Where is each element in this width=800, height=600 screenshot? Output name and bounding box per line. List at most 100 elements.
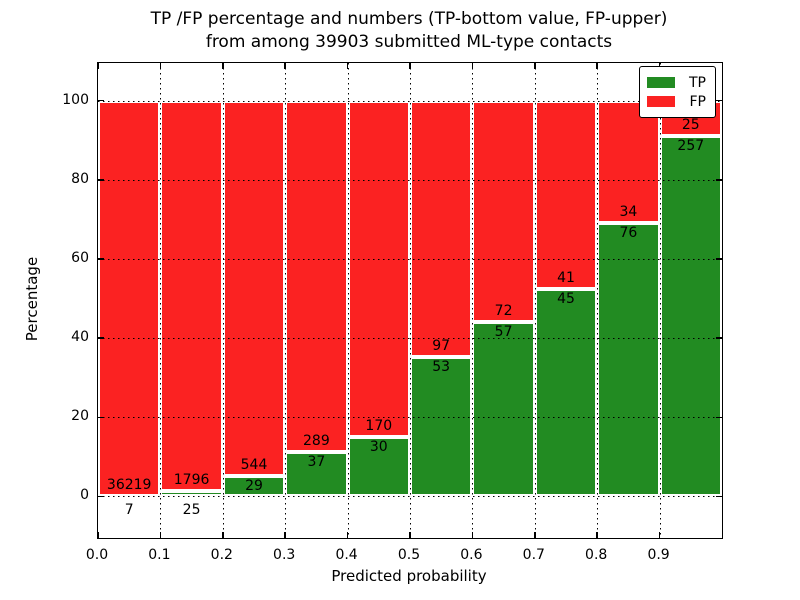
x-gridline: [222, 63, 224, 538]
fp-count-label: 170: [365, 418, 393, 435]
fp-bar-segment: [347, 100, 410, 438]
tp-count-label: 57: [494, 323, 513, 340]
x-gridline: [472, 63, 474, 538]
x-tick-mark: [534, 532, 536, 538]
x-tick-mark: [409, 532, 411, 538]
x-tick-mark: [471, 532, 474, 538]
chart-title: TP /FP percentage and numbers (TP-bottom…: [97, 8, 721, 54]
legend-row-fp: FP: [647, 92, 706, 111]
tp-bar-segment: [410, 356, 473, 497]
x-tick-mark: [97, 63, 99, 69]
x-tick-label: 0.2: [210, 547, 233, 563]
y-tick-mark: [98, 416, 104, 419]
y-tick-mark: [98, 337, 104, 339]
fp-count-label: 25: [681, 116, 700, 133]
y-tick-mark: [716, 258, 722, 260]
tp-legend-swatch-icon: [647, 77, 675, 88]
fp-count-label: 544: [240, 457, 268, 474]
y-tick-label: 20: [71, 408, 89, 425]
x-gridline: [347, 63, 349, 538]
y-tick-mark: [98, 179, 104, 181]
y-tick-mark: [98, 258, 104, 260]
tp-count-label: 25: [182, 502, 201, 519]
tp-count-label: 257: [677, 137, 705, 154]
chart-title-line1: TP /FP percentage and numbers (TP-bottom…: [150, 9, 668, 29]
tp-bar-segment: [285, 451, 348, 497]
fp-count-label: 72: [494, 302, 513, 319]
fp-count-label: 41: [557, 270, 575, 287]
y-tick-mark: [98, 495, 104, 498]
tp-count-label: 45: [557, 291, 575, 308]
tp-bar-segment: [597, 222, 660, 497]
fp-bar-segment: [410, 100, 473, 357]
x-tick-mark: [534, 63, 536, 69]
x-tick-label: 0.8: [585, 547, 608, 563]
x-tick-mark: [346, 532, 349, 538]
x-tick-mark: [596, 63, 598, 69]
fp-bar-segment: [98, 100, 161, 497]
tp-bar-segment: [472, 321, 535, 497]
y-tick-label: 80: [71, 170, 89, 187]
x-axis-label: Predicted probability: [331, 567, 487, 585]
tp-count-label: 37: [307, 453, 326, 470]
x-tick-label: 0.4: [335, 547, 358, 563]
tp-count-label: 29: [245, 478, 263, 495]
tp-count-label: 53: [432, 358, 451, 375]
x-tick-label: 0.1: [148, 547, 171, 563]
plot-area: 36219 7 1796 25 544 29 289 37 170 30 97 53 72 57 41 45 3…: [97, 62, 723, 539]
x-gridline: [597, 63, 599, 538]
x-tick-mark: [409, 63, 411, 69]
legend: TP FP: [639, 66, 716, 118]
x-tick-mark: [284, 63, 286, 69]
y-tick-mark: [716, 99, 722, 102]
tp-count-label: 7: [124, 502, 134, 519]
chart-title-line2: from among 39903 submitted ML-type conta…: [205, 32, 613, 52]
tp-bar-segment: [160, 491, 223, 497]
legend-label-fp: FP: [689, 93, 707, 110]
x-tick-mark: [284, 532, 286, 538]
legend-row-tp: TP: [647, 73, 706, 92]
fp-count-label: 34: [619, 203, 638, 220]
x-tick-label: 0.5: [397, 547, 421, 563]
x-tick-mark: [222, 63, 224, 69]
x-tick-mark: [471, 63, 474, 69]
x-tick-mark: [346, 63, 349, 69]
y-tick-mark: [98, 99, 104, 102]
y-tick-label: 100: [62, 91, 89, 108]
x-tick-mark: [159, 63, 162, 69]
x-gridline: [534, 63, 536, 538]
x-tick-mark: [658, 532, 661, 538]
y-tick-mark: [716, 337, 722, 339]
fp-bar-segment: [222, 100, 286, 477]
fp-bar-segment: [597, 100, 660, 223]
fp-bar-segment: [472, 100, 535, 322]
y-tick-label: 0: [80, 487, 89, 504]
y-axis-label: Percentage: [23, 256, 41, 342]
x-tick-label: 0.3: [273, 547, 296, 563]
x-gridline: [160, 63, 162, 538]
y-tick-label: 60: [71, 249, 89, 266]
fp-bar-segment: [160, 100, 223, 491]
x-tick-label: 0.9: [647, 547, 670, 563]
tp-bar-segment: [659, 135, 722, 497]
x-tick-label: 0.0: [85, 547, 109, 563]
fp-count-label: 36219: [106, 477, 152, 494]
y-tick-mark: [716, 179, 722, 181]
fp-count-label: 1796: [173, 472, 210, 488]
tp-bar-segment: [222, 476, 286, 497]
x-tick-mark: [222, 532, 224, 538]
y-tick-label: 40: [71, 329, 89, 346]
fp-bar-segment: [285, 100, 348, 452]
fp-count-label: 289: [303, 432, 330, 449]
tp-count-label: 76: [619, 224, 638, 241]
x-gridline: [659, 63, 661, 538]
x-tick-mark: [97, 532, 99, 538]
x-tick-label: 0.6: [460, 547, 483, 563]
y-tick-mark: [716, 495, 722, 498]
tp-bar-segment: [534, 289, 598, 497]
tp-bar-segment: [347, 437, 410, 497]
fp-bar-segment: [534, 100, 598, 290]
legend-label-tp: TP: [689, 74, 706, 91]
fp-count-label: 97: [432, 337, 451, 354]
